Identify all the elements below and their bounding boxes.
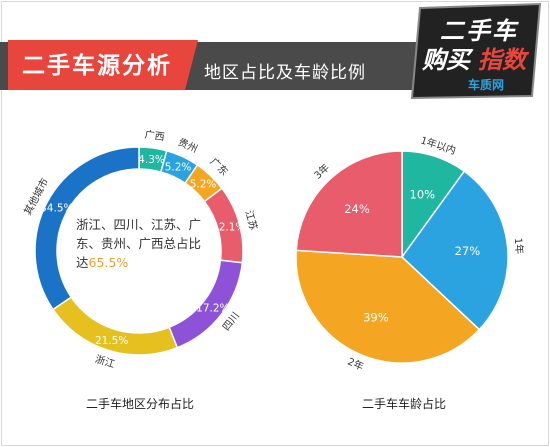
donut-value-label: 34.5% (40, 202, 73, 214)
donut-chart-title: 二手车地区分布占比 (86, 397, 195, 411)
title-red-panel (8, 40, 198, 90)
page-title: 二手车源分析 (22, 53, 172, 79)
donut-category-label: 广东 (208, 155, 231, 178)
donut-category-label: 浙江 (94, 353, 117, 370)
pie-value-label: 24% (344, 202, 370, 216)
page-subtitle: 地区占比及车龄比例 (204, 63, 366, 83)
donut-category-label: 广西 (144, 129, 165, 144)
pie-slice-1 (401, 170, 509, 331)
donut-value-label: 12.1% (212, 221, 245, 233)
donut-center-value: 65.5% (88, 255, 129, 270)
logo-badge (410, 2, 542, 100)
pie-category-label: 2年 (346, 355, 366, 373)
donut-slice-6 (34, 146, 140, 311)
donut-value-label: 5.2% (165, 162, 192, 174)
logo-line2-b: 指数 (478, 46, 526, 74)
logo-brand: 车质网 (468, 78, 505, 92)
donut-center-text: 浙江、四川、江苏、广东、贵州、广西总占比达65.5% (76, 215, 204, 272)
header-background (0, 2, 542, 100)
logo-line2-a: 购买 (422, 46, 470, 74)
donut-value-label: 17.2% (196, 303, 229, 315)
pie-value-label: 10% (410, 187, 436, 201)
header-banner: 二手车源分析 地区占比及车龄比例 二手车 购买 指数 车质网 (0, 0, 550, 100)
pie-chart-title: 二手车车龄占比 (362, 397, 447, 411)
pie-category-label: 1年 (512, 237, 526, 255)
logo-line1: 二手车 (440, 17, 518, 45)
pie-value-label: 39% (363, 310, 389, 324)
donut-center-prefix: 浙江、四川、江苏、广东、贵州、广西总占比达 (76, 217, 202, 270)
pie-slice-2 (295, 249, 481, 364)
donut-value-label: 4.3% (138, 154, 165, 166)
donut-category-label: 贵州 (176, 135, 200, 155)
donut-value-label: 5.2% (190, 179, 217, 191)
pie-value-label: 27% (455, 244, 481, 258)
pie-slice-3 (295, 150, 403, 258)
donut-value-label: 21.5% (95, 335, 128, 347)
pie-category-label: 3年 (311, 161, 332, 182)
